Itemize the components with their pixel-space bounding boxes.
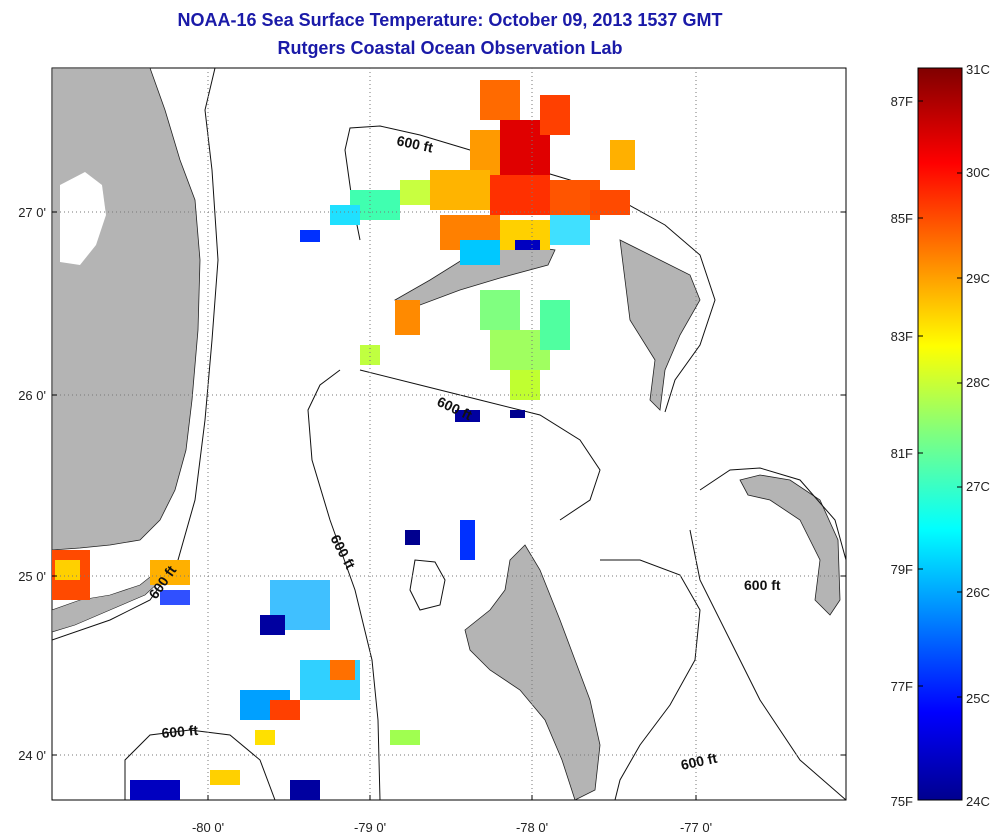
contour-label-600ft: 600 ft bbox=[395, 132, 434, 155]
sst-data-layer bbox=[52, 80, 635, 800]
lat-tick-label: 25 0' bbox=[18, 569, 46, 584]
lon-tick-label: -79 0' bbox=[354, 820, 386, 835]
colorbar-fahrenheit-label: 79F bbox=[891, 562, 913, 577]
contour-line bbox=[307, 369, 381, 800]
colorbar-celsius-label: 24C bbox=[966, 794, 990, 809]
contour-line bbox=[699, 467, 846, 561]
colorbar-ticks bbox=[918, 100, 962, 698]
lon-tick-label: -80 0' bbox=[192, 820, 224, 835]
lon-tick-label: -77 0' bbox=[680, 820, 712, 835]
colorbar-fahrenheit-label: 85F bbox=[891, 211, 913, 226]
contour-label-600ft: 600 ft bbox=[679, 750, 718, 773]
contour-label-600ft: 600 ft bbox=[161, 722, 199, 741]
colorbar bbox=[917, 67, 963, 801]
frame-ticks bbox=[52, 211, 846, 800]
colorbar-celsius-label: 26C bbox=[966, 585, 990, 600]
contour-label-600ft: 600 ft bbox=[744, 577, 781, 593]
grand-bahama-land bbox=[393, 244, 556, 306]
colorbar-celsius-label: 31C bbox=[966, 62, 990, 77]
contour-line bbox=[689, 529, 846, 800]
eleuthera-land bbox=[739, 474, 841, 616]
lake-okeechobee bbox=[60, 172, 106, 265]
contour-line bbox=[124, 729, 276, 800]
contour-line bbox=[600, 559, 701, 800]
colorbar-fahrenheit-label: 75F bbox=[891, 794, 913, 809]
lat-tick-label: 24 0' bbox=[18, 748, 46, 763]
colorbar-celsius-label: 28C bbox=[966, 375, 990, 390]
graticule bbox=[52, 68, 846, 800]
map-subtitle: Rutgers Coastal Ocean Observation Lab bbox=[277, 38, 623, 58]
colorbar-celsius-label: 27C bbox=[966, 479, 990, 494]
abaco-land bbox=[619, 239, 701, 411]
colorbar-celsius-label: 30C bbox=[966, 165, 990, 180]
contour-line bbox=[52, 68, 219, 641]
colorbar-celsius-label: 25C bbox=[966, 691, 990, 706]
lat-tick-label: 27 0' bbox=[18, 205, 46, 220]
colorbar-fahrenheit-label: 77F bbox=[891, 679, 913, 694]
colorbar-celsius-label: 29C bbox=[966, 271, 990, 286]
contour-line bbox=[359, 369, 601, 521]
colorbar-fahrenheit-label: 87F bbox=[891, 94, 913, 109]
map-title: NOAA-16 Sea Surface Temperature: October… bbox=[177, 10, 723, 30]
colorbar-fahrenheit-label: 83F bbox=[891, 329, 913, 344]
contour-line bbox=[409, 559, 446, 611]
colorbar-fahrenheit-label: 81F bbox=[891, 446, 913, 461]
lat-tick-label: 26 0' bbox=[18, 388, 46, 403]
lon-tick-label: -78 0' bbox=[516, 820, 548, 835]
